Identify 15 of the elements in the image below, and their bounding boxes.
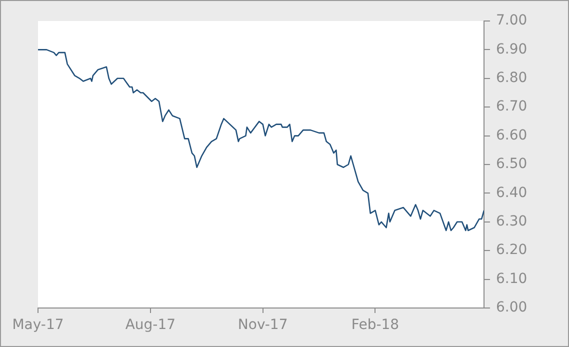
y-tick-label: 6.30 (496, 214, 528, 230)
x-tick-label: Feb-18 (351, 317, 400, 334)
y-tick-label: 6.50 (496, 156, 528, 172)
y-tick-label: 6.60 (496, 127, 528, 144)
y-tick-label: 6.70 (496, 98, 528, 115)
x-tick-label: Aug-17 (125, 317, 176, 334)
y-tick-label: 6.40 (496, 184, 528, 201)
y-tick-label: 7.00 (496, 12, 528, 29)
x-tick-label: May-17 (12, 317, 64, 334)
y-tick-label: 6.80 (496, 70, 528, 86)
y-tick-label: 6.20 (496, 242, 528, 258)
y-tick-label: 6.90 (496, 41, 528, 58)
y-tick-label: 6.00 (496, 300, 528, 316)
x-tick-label: Nov-17 (238, 317, 288, 334)
y-tick-label: 6.10 (496, 270, 528, 287)
